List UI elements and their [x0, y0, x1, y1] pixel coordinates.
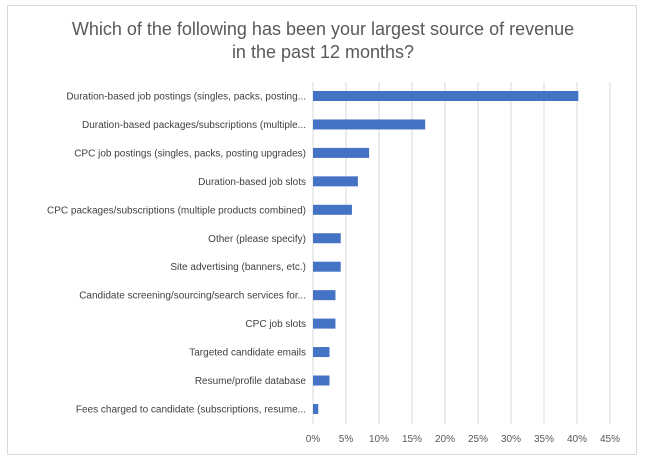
x-tick-labels: 0% 5% 10% 15% 20% 25% 30% 35% 40% 45%	[306, 434, 620, 445]
x-tick-label: 5%	[339, 434, 354, 445]
category-label: Duration-based job postings (singles, pa…	[66, 92, 306, 103]
x-tick-label: 25%	[468, 434, 488, 445]
bar	[313, 318, 336, 329]
category-label: Other (please specify)	[208, 234, 306, 245]
chart-title: Which of the following has been your lar…	[0, 18, 646, 64]
category-label: Duration-based job slots	[198, 177, 306, 188]
bar	[313, 347, 330, 358]
bar	[313, 119, 426, 130]
bar	[313, 176, 358, 187]
bar	[313, 91, 579, 101]
bar	[313, 290, 336, 301]
category-label: Duration-based packages/subscriptions (m…	[82, 120, 306, 131]
gridlines	[312, 82, 611, 424]
category-label: Candidate screening/sourcing/search serv…	[79, 291, 306, 302]
bars	[313, 91, 579, 414]
x-tick-label: 20%	[435, 434, 455, 445]
category-label: Resume/profile database	[195, 376, 307, 387]
bar	[313, 204, 352, 215]
x-tick-label: 0%	[306, 434, 321, 445]
x-tick-label: 45%	[600, 434, 620, 445]
chart-title-line-1: Which of the following has been your lar…	[71, 19, 575, 39]
x-tick-label: 35%	[534, 434, 554, 445]
x-tick-label: 40%	[567, 434, 587, 445]
category-label: CPC job postings (singles, packs, postin…	[74, 148, 306, 159]
bar	[313, 233, 341, 244]
bar	[313, 147, 370, 158]
x-tick-label: 15%	[402, 434, 422, 445]
chart-title-line-2: in the past 12 months?	[231, 42, 415, 62]
x-tick-label: 30%	[501, 434, 521, 445]
bar	[313, 403, 319, 414]
bar	[313, 375, 330, 386]
category-labels: Duration-based job postings (singles, pa…	[47, 92, 306, 416]
category-label: CPC packages/subscriptions (multiple pro…	[47, 205, 306, 216]
x-tick-label: 10%	[369, 434, 389, 445]
bar	[313, 261, 341, 272]
category-label: CPC job slots	[245, 319, 306, 330]
category-label: Targeted candidate emails	[189, 348, 306, 359]
category-label: Site advertising (banners, etc.)	[170, 262, 306, 273]
category-label: Fees charged to candidate (subscriptions…	[76, 404, 306, 415]
